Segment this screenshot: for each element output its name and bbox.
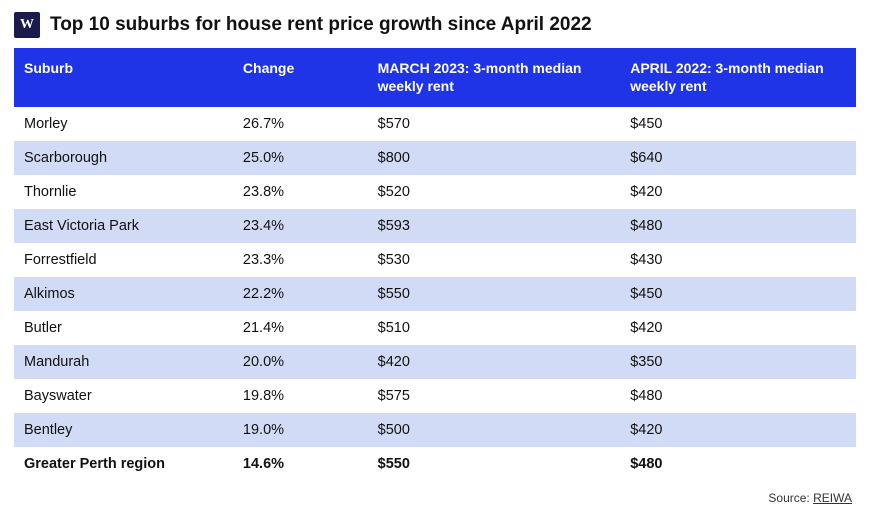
cell-apr2022: $350 (620, 345, 856, 379)
cell-change: 26.7% (233, 107, 368, 141)
cell-apr2022: $640 (620, 141, 856, 175)
cell-mar2023: $510 (368, 311, 621, 345)
cell-suburb: Morley (14, 107, 233, 141)
table-row: Bentley 19.0% $500 $420 (14, 413, 856, 447)
cell-change: 23.3% (233, 243, 368, 277)
cell-mar2023: $575 (368, 379, 621, 413)
cell-suburb: Thornlie (14, 175, 233, 209)
cell-apr2022: $430 (620, 243, 856, 277)
cell-change: 19.8% (233, 379, 368, 413)
cell-change: 21.4% (233, 311, 368, 345)
cell-apr2022: $420 (620, 175, 856, 209)
cell-suburb: Bentley (14, 413, 233, 447)
cell-suburb: Bayswater (14, 379, 233, 413)
cell-mar2023: $550 (368, 447, 621, 481)
table-row: Forrestfield 23.3% $530 $430 (14, 243, 856, 277)
cell-suburb: Alkimos (14, 277, 233, 311)
source-link[interactable]: REIWA (813, 491, 852, 505)
table-row: Bayswater 19.8% $575 $480 (14, 379, 856, 413)
table-header-row: Suburb Change MARCH 2023: 3-month median… (14, 48, 856, 107)
cell-mar2023: $570 (368, 107, 621, 141)
cell-mar2023: $593 (368, 209, 621, 243)
cell-change: 23.4% (233, 209, 368, 243)
cell-suburb: Butler (14, 311, 233, 345)
table-row: Alkimos 22.2% $550 $450 (14, 277, 856, 311)
cell-apr2022: $420 (620, 311, 856, 345)
table-row: Thornlie 23.8% $520 $420 (14, 175, 856, 209)
table-row: Scarborough 25.0% $800 $640 (14, 141, 856, 175)
cell-suburb: East Victoria Park (14, 209, 233, 243)
rent-growth-table: Suburb Change MARCH 2023: 3-month median… (14, 48, 856, 481)
cell-suburb: Greater Perth region (14, 447, 233, 481)
cell-change: 20.0% (233, 345, 368, 379)
cell-change: 23.8% (233, 175, 368, 209)
cell-suburb: Forrestfield (14, 243, 233, 277)
cell-mar2023: $500 (368, 413, 621, 447)
col-header-change: Change (233, 48, 368, 107)
cell-apr2022: $480 (620, 379, 856, 413)
cell-suburb: Mandurah (14, 345, 233, 379)
table-row: Butler 21.4% $510 $420 (14, 311, 856, 345)
cell-mar2023: $520 (368, 175, 621, 209)
cell-mar2023: $550 (368, 277, 621, 311)
cell-change: 19.0% (233, 413, 368, 447)
cell-change: 22.2% (233, 277, 368, 311)
cell-change: 25.0% (233, 141, 368, 175)
cell-change: 14.6% (233, 447, 368, 481)
cell-apr2022: $480 (620, 447, 856, 481)
chart-header: W Top 10 suburbs for house rent price gr… (14, 12, 856, 38)
cell-mar2023: $420 (368, 345, 621, 379)
col-header-mar2023: MARCH 2023: 3-month median weekly rent (368, 48, 621, 107)
cell-mar2023: $800 (368, 141, 621, 175)
table-summary-row: Greater Perth region 14.6% $550 $480 (14, 447, 856, 481)
col-header-suburb: Suburb (14, 48, 233, 107)
col-header-apr2022: APRIL 2022: 3-month median weekly rent (620, 48, 856, 107)
cell-apr2022: $450 (620, 277, 856, 311)
source-prefix: Source: (768, 491, 813, 505)
chart-title: Top 10 suburbs for house rent price grow… (50, 14, 592, 36)
table-row: East Victoria Park 23.4% $593 $480 (14, 209, 856, 243)
cell-apr2022: $450 (620, 107, 856, 141)
source-attribution: Source: REIWA (14, 491, 856, 505)
table-row: Mandurah 20.0% $420 $350 (14, 345, 856, 379)
cell-mar2023: $530 (368, 243, 621, 277)
table-row: Morley 26.7% $570 $450 (14, 107, 856, 141)
cell-suburb: Scarborough (14, 141, 233, 175)
publisher-logo: W (14, 12, 40, 38)
cell-apr2022: $480 (620, 209, 856, 243)
cell-apr2022: $420 (620, 413, 856, 447)
